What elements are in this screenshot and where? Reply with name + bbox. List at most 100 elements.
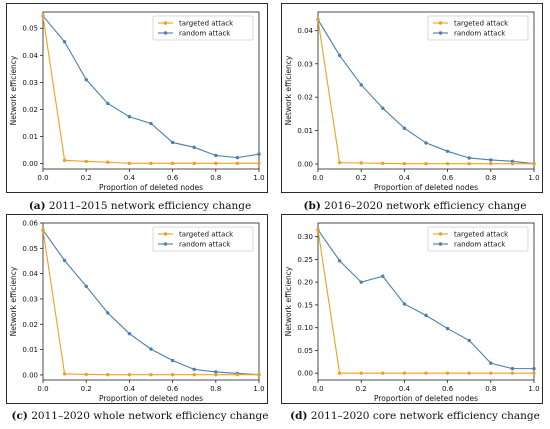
data-point: [359, 161, 363, 165]
data-point: [214, 161, 218, 166]
data-point: [489, 361, 493, 365]
legend-marker: [163, 31, 168, 35]
data-point: [424, 141, 428, 145]
data-point: [467, 338, 471, 343]
data-point: [41, 14, 45, 18]
x-tick-label: 1.0: [528, 174, 539, 182]
y-tick-label: 0.00: [22, 160, 38, 168]
chart-frame: 0.0 0.2 0.4 0.6 0.8 1.0 0.00 0.05 0.10 0.15 0.20 0.…: [281, 214, 543, 404]
data-point: [532, 371, 536, 375]
y-tick-label: 0.00: [22, 371, 38, 379]
plot-area: [42, 11, 260, 170]
data-point: [41, 228, 45, 232]
data-point: [381, 161, 385, 166]
data-point: [235, 372, 240, 377]
legend-marker: [163, 21, 168, 25]
data-point: [192, 367, 196, 372]
data-point: [424, 161, 428, 166]
data-point: [84, 372, 88, 377]
y-tick-label: 0.01: [22, 346, 38, 354]
data-point: [149, 347, 153, 351]
data-point: [467, 156, 471, 160]
data-point: [445, 149, 450, 153]
line-chart-c: 0.0 0.2 0.4 0.6 0.8 1.0 0.00 0.01 0.02 0.03 0.04 0.…: [9, 220, 265, 404]
line-chart-b: 0.0 0.2 0.4 0.6 0.8 1.0 0.00 0.01 0.02 0.03 0.04 Pr…: [284, 11, 540, 192]
y-axis-label: Network efficiency: [284, 55, 293, 125]
data-point: [235, 155, 240, 160]
x-tick-label: 0.6: [167, 174, 179, 182]
data-point: [257, 152, 261, 156]
y-tick-label: 0.30: [297, 233, 313, 241]
data-point: [214, 370, 218, 374]
data-point: [467, 161, 471, 166]
plot-area: [317, 11, 535, 170]
x-tick-label: 0.8: [210, 174, 221, 182]
data-point: [359, 371, 363, 375]
x-tick-label: 0.0: [37, 385, 48, 393]
y-tick-label: 0.02: [22, 321, 38, 329]
x-tick-label: 1.0: [253, 385, 264, 393]
y-axis-label: Network efficiency: [9, 55, 18, 125]
y-axis-label: Network efficiency: [9, 266, 18, 336]
x-tick-label: 0.4: [124, 385, 136, 393]
legend-marker: [438, 232, 443, 236]
legend-label: random attack: [454, 30, 506, 38]
line-chart-a: 0.0 0.2 0.4 0.6 0.8 1.0 0.00 0.01 0.02 0.03 0.04 0.…: [9, 11, 265, 192]
data-point: [62, 372, 67, 376]
data-point: [316, 228, 320, 232]
data-point: [170, 161, 175, 166]
data-point: [62, 158, 67, 163]
y-tick-label: 0.00: [297, 370, 313, 378]
data-point: [214, 372, 218, 377]
y-tick-label: 0.05: [297, 347, 313, 355]
legend-marker: [438, 242, 443, 246]
x-tick-label: 0.2: [356, 385, 367, 393]
data-point: [489, 161, 493, 166]
chart-frame: 0.0 0.2 0.4 0.6 0.8 1.0 0.00 0.01 0.02 0.03 0.04 0.…: [6, 214, 268, 404]
data-point: [257, 161, 261, 166]
y-tick-label: 0.06: [22, 220, 38, 228]
data-point: [127, 372, 132, 377]
x-tick-label: 1.0: [253, 174, 264, 182]
data-point: [424, 371, 428, 375]
y-tick-label: 0.04: [22, 52, 38, 60]
caption-text: 2011–2020 core network efficiency change: [310, 410, 540, 422]
y-tick-label: 0.25: [297, 256, 313, 264]
y-tick-label: 0.20: [297, 279, 313, 287]
x-tick-label: 0.6: [442, 385, 454, 393]
data-point: [359, 280, 363, 284]
x-tick-label: 0.8: [485, 174, 496, 182]
y-tick-label: 0.05: [22, 245, 38, 253]
data-point: [316, 17, 320, 22]
legend-box: [152, 15, 254, 41]
data-point: [127, 331, 132, 336]
y-tick-label: 0.03: [22, 295, 38, 303]
x-axis-label: Proportion of deleted nodes: [374, 183, 478, 192]
series-line: [42, 229, 260, 376]
data-point: [62, 40, 67, 44]
data-point: [84, 159, 88, 164]
legend-marker: [438, 21, 443, 25]
legend-marker: [163, 232, 168, 236]
caption-text: 2011–2015 network efficiency change: [48, 200, 252, 212]
x-tick-label: 0.0: [37, 174, 48, 182]
data-point: [467, 371, 471, 375]
data-point: [359, 83, 363, 87]
data-point: [106, 311, 110, 315]
data-point: [445, 326, 450, 331]
x-tick-label: 0.6: [442, 174, 454, 182]
data-point: [510, 161, 515, 166]
legend-marker: [163, 242, 168, 246]
data-point: [337, 259, 342, 263]
x-tick-label: 0.2: [81, 385, 92, 393]
data-point: [127, 161, 132, 166]
plot-area: [317, 222, 535, 381]
data-point: [149, 161, 153, 166]
data-point: [381, 371, 385, 375]
data-point: [489, 371, 493, 375]
data-point: [192, 145, 196, 150]
data-point: [257, 372, 261, 377]
caption-label: (a): [28, 200, 46, 212]
data-point: [106, 160, 110, 164]
data-point: [170, 358, 175, 363]
